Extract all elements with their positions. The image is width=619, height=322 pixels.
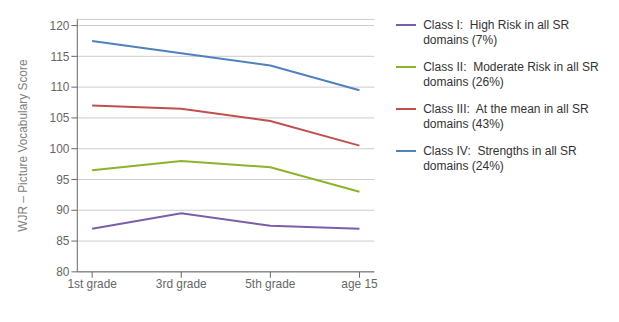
html-text:Class III: At the mean in all: Class III: At the mean in all SR domains…: [423, 102, 589, 131]
svg-text:100: 100: [50, 142, 70, 156]
svg-text:85: 85: [56, 234, 70, 248]
svg-text:5th grade: 5th grade: [245, 277, 296, 291]
svg-text:WJR – Picture Vocabulary Score: WJR – Picture Vocabulary Score: [16, 59, 30, 232]
svg-text:3rd grade: 3rd grade: [156, 277, 207, 291]
svg-text:90: 90: [56, 203, 70, 217]
html-text:Class I: High Risk in all SR d: Class I: High Risk in all SR domains (7%…: [423, 18, 570, 47]
svg-text:80: 80: [56, 265, 70, 279]
svg-text:105: 105: [50, 111, 70, 125]
svg-text:95: 95: [56, 173, 70, 187]
svg-text:110: 110: [50, 80, 69, 94]
html-text:Class II: Moderate Risk in all: Class II: Moderate Risk in all SR domain…: [423, 60, 599, 89]
svg-text:115: 115: [50, 50, 69, 64]
svg-text:age 15: age 15: [341, 277, 378, 291]
svg-text:120: 120: [50, 19, 70, 33]
html-text:Class IV: Strengths in all SR: Class IV: Strengths in all SR domains (2…: [423, 144, 577, 173]
svg-text:1st grade: 1st grade: [67, 277, 117, 291]
